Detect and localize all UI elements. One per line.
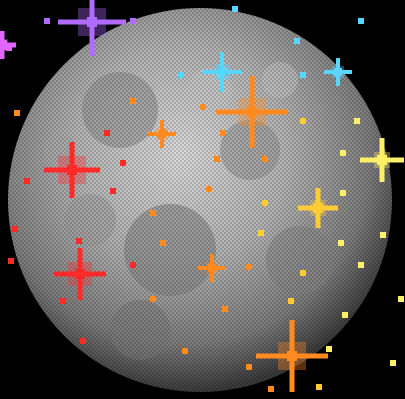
pixel-dot-icon: [338, 240, 344, 246]
pixel-dot-icon: [358, 262, 364, 268]
pixel-dot-icon: [80, 338, 86, 344]
sparkle-core: [334, 68, 342, 76]
pixel-dot-icon: [76, 238, 82, 244]
sparkle-core: [208, 264, 216, 272]
sparkle-core: [67, 165, 77, 175]
sparkle-icon: [360, 138, 404, 182]
pixel-dot-icon: [44, 18, 50, 24]
pixel-dot-icon: [200, 104, 206, 110]
pixel-dot-icon: [262, 200, 268, 206]
pixel-dot-icon: [8, 258, 14, 264]
sparkle-core: [377, 155, 387, 165]
pixel-dot-icon: [130, 98, 136, 104]
pixel-dot-icon: [150, 210, 156, 216]
pixel-dot-icon: [390, 360, 396, 366]
sparkle-icon: [256, 320, 328, 392]
sparkle-icon: [216, 76, 288, 148]
pixel-dot-icon: [246, 364, 252, 370]
sparkle-icon: [0, 31, 16, 59]
sparkle-icon: [324, 58, 352, 86]
pixel-dot-icon: [358, 18, 364, 24]
pixel-dot-icon: [160, 240, 166, 246]
sparkle-icon: [44, 142, 100, 198]
pixel-dot-icon: [60, 298, 66, 304]
pixel-dot-icon: [342, 312, 348, 318]
pixel-dot-icon: [300, 270, 306, 276]
sparkle-core: [0, 40, 7, 50]
sparkle-icon: [198, 254, 226, 282]
pixel-dot-icon: [6, 45, 12, 51]
pixel-dot-icon: [110, 188, 116, 194]
pixel-dot-icon: [120, 160, 126, 166]
sparkle-icon: [148, 120, 176, 148]
pixel-dot-icon: [340, 190, 346, 196]
sparkle-arm-h: [0, 42, 16, 48]
sparkle-core: [75, 269, 85, 279]
pixel-dot-icon: [246, 264, 252, 270]
pixel-dot-icon: [206, 186, 212, 192]
pixel-dot-icon: [326, 346, 332, 352]
pixel-dot-icon: [12, 226, 18, 232]
pixel-dot-icon: [300, 72, 306, 78]
sparkle-core: [158, 130, 166, 138]
sparkle-core: [247, 107, 257, 117]
sparkle-icon: [58, 0, 126, 56]
pixel-dot-icon: [222, 306, 228, 312]
sparkle-icon: [202, 52, 242, 92]
pixel-dot-icon: [104, 130, 110, 136]
pixel-dot-icon: [398, 296, 404, 302]
pixel-dot-icon: [214, 156, 220, 162]
sparkle-core: [218, 68, 226, 76]
pixel-dot-icon: [220, 130, 226, 136]
pixel-dot-icon: [182, 348, 188, 354]
sparkle-icon: [298, 188, 338, 228]
sparkle-core: [313, 203, 323, 213]
pixel-dot-icon: [354, 118, 360, 124]
pixel-dot-icon: [268, 386, 274, 392]
pixel-dot-icon: [258, 230, 264, 236]
sparkle-arm-v: [89, 0, 95, 56]
pixel-dot-icon: [232, 6, 238, 12]
pixel-dot-icon: [130, 18, 136, 24]
pixel-dot-icon: [150, 296, 156, 302]
pixel-dot-icon: [24, 178, 30, 184]
pixel-dot-icon: [178, 72, 184, 78]
moon-icon: [8, 8, 392, 392]
pixel-dots: [6, 6, 404, 392]
pixel-dot-icon: [380, 232, 386, 238]
pixel-dot-icon: [294, 38, 300, 44]
sparkle-core: [287, 351, 297, 361]
sparkle-icon: [54, 248, 106, 300]
pixel-dot-icon: [316, 384, 322, 390]
pixel-dot-icon: [300, 118, 306, 124]
sparkle-core: [87, 17, 97, 27]
pixel-dot-icon: [288, 298, 294, 304]
pixel-dot-icon: [262, 156, 268, 162]
pixel-dot-icon: [14, 110, 20, 116]
pixel-dot-icon: [130, 262, 136, 268]
pixel-dot-icon: [340, 150, 346, 156]
